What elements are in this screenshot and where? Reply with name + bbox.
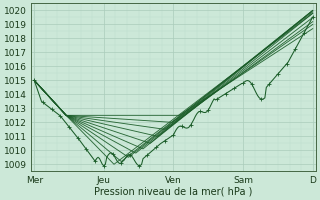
X-axis label: Pression niveau de la mer( hPa ): Pression niveau de la mer( hPa ) (94, 187, 253, 197)
